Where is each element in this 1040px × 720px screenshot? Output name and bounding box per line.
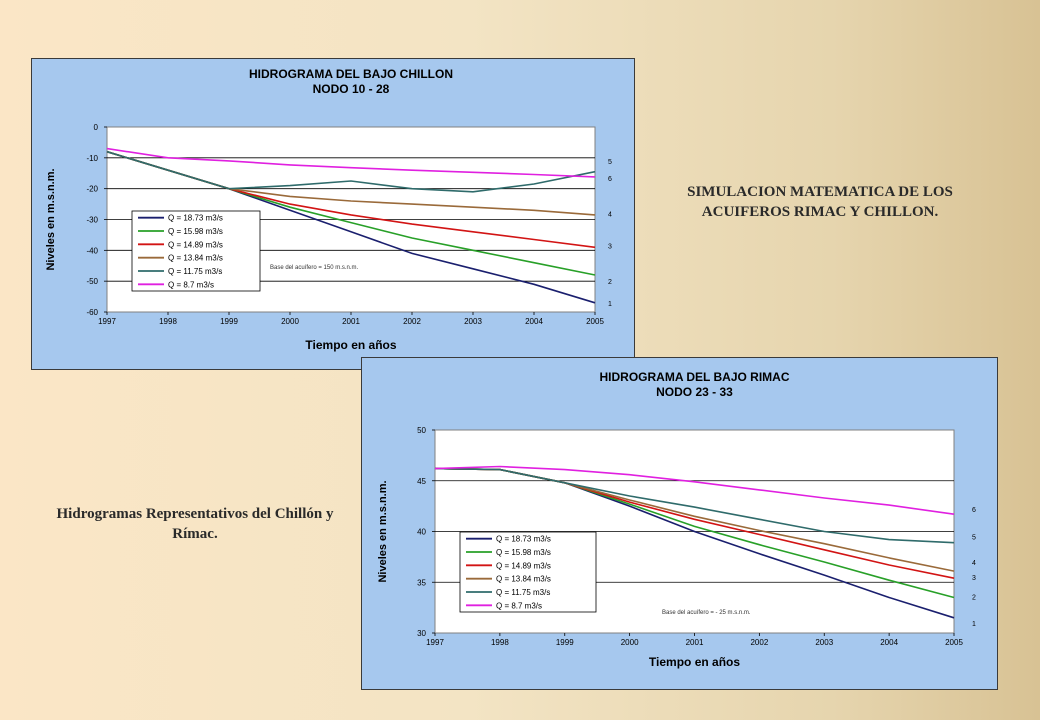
series-line-6 <box>434 465 955 515</box>
y-axis-label: Niveles en m.s.n.m. <box>377 480 389 582</box>
curve-number-label: 3 <box>608 244 612 251</box>
x-tick-label: 2003 <box>464 317 482 326</box>
legend-label: Q = 11.75 m3/s <box>168 267 222 276</box>
chart-panel-rimac: HIDROGRAMA DEL BAJO RIMAC NODO 23 - 33 50 4… <box>361 357 998 690</box>
y-tick-label: 45 <box>417 477 426 486</box>
curve-number-label: 2 <box>608 279 612 286</box>
curve-number-label: 3 <box>972 575 976 582</box>
x-tick-label: 1997 <box>98 317 116 326</box>
legend-label: Q = 15.98 m3/s <box>496 548 551 557</box>
y-tick-label: -60 <box>86 308 98 317</box>
x-tick-label: 2001 <box>342 317 360 326</box>
series-line-5 <box>106 150 596 193</box>
curve-number-label: 4 <box>608 211 612 218</box>
y-tick-label: 35 <box>417 578 426 587</box>
x-tick-label: 1998 <box>491 638 509 647</box>
x-tick-label: 1999 <box>556 638 574 647</box>
y-tick-label: 40 <box>417 528 426 537</box>
y-tick-label: 0 <box>94 123 99 132</box>
curve-number-label: 1 <box>972 621 976 628</box>
x-tick-label: 2000 <box>621 638 639 647</box>
chart-title: HIDROGRAMA DEL BAJO RIMAC <box>599 370 789 384</box>
series-line-5 <box>434 467 955 544</box>
chart-panel-chillon: HIDROGRAMA DEL BAJO CHILLON NODO 10 - 28 0… <box>31 58 635 370</box>
legend-label: Q = 18.73 m3/s <box>168 214 223 223</box>
y-tick-label: 30 <box>417 629 426 638</box>
x-tick-label: 2000 <box>281 317 299 326</box>
x-tick-label: 1997 <box>426 638 444 647</box>
legend-label: Q = 15.98 m3/s <box>168 227 223 236</box>
chart-subtitle: NODO 10 - 28 <box>313 82 390 96</box>
x-tick-label: 2001 <box>686 638 704 647</box>
x-tick-label: 2004 <box>525 317 543 326</box>
aquifer-base-annotation: Base del acuífero = 150 m.s.n.m. <box>270 265 359 271</box>
x-axis-label: Tiempo en años <box>649 655 740 669</box>
y-tick-label: 50 <box>417 426 426 435</box>
x-tick-label: 1998 <box>159 317 177 326</box>
x-axis-label: Tiempo en años <box>305 338 396 352</box>
legend-box <box>459 531 597 613</box>
legend-label: Q = 14.89 m3/s <box>496 561 551 570</box>
legend-label: Q = 13.84 m3/s <box>496 575 551 584</box>
curve-number-label: 6 <box>608 176 612 183</box>
x-tick-label: 2002 <box>750 638 768 647</box>
legend-box <box>131 210 261 292</box>
y-tick-label: -30 <box>86 216 98 225</box>
curve-number-label: 5 <box>972 535 976 542</box>
x-tick-label: 2002 <box>403 317 421 326</box>
curve-number-label: 4 <box>972 560 976 567</box>
x-tick-label: 2005 <box>586 317 604 326</box>
figure-caption: Hidrogramas Representativos del Chillón … <box>56 506 334 542</box>
x-tick-label: 2004 <box>880 638 898 647</box>
curve-number-label: 6 <box>972 507 976 514</box>
legend-label: Q = 13.84 m3/s <box>168 254 223 263</box>
series-line-6 <box>106 147 596 178</box>
curve-number-label: 2 <box>972 594 976 601</box>
curve-number-label: 1 <box>608 301 612 308</box>
chart-title: HIDROGRAMA DEL BAJO CHILLON <box>249 67 453 81</box>
y-axis-label: Niveles en m.s.n.m. <box>45 168 57 270</box>
curve-number-label: 5 <box>608 159 612 166</box>
legend-label: Q = 8.7 m3/s <box>496 601 542 610</box>
x-tick-label: 2003 <box>815 638 833 647</box>
y-tick-label: -50 <box>86 277 98 286</box>
legend-label: Q = 14.89 m3/s <box>168 240 223 249</box>
y-tick-label: -10 <box>86 154 98 163</box>
legend-label: Q = 18.73 m3/s <box>496 535 551 544</box>
x-tick-label: 1999 <box>220 317 238 326</box>
legend-label: Q = 8.7 m3/s <box>168 280 214 289</box>
aquifer-base-annotation: Base del acuífero = - 25 m.s.n.m. <box>662 610 751 616</box>
simulation-title: SIMULACION MATEMATICA DE LOS ACUIFEROS R… <box>687 184 953 220</box>
y-tick-label: -40 <box>86 246 98 255</box>
legend-label: Q = 11.75 m3/s <box>496 588 550 597</box>
chart-subtitle: NODO 23 - 33 <box>656 385 733 399</box>
y-tick-label: -20 <box>86 185 98 194</box>
x-tick-label: 2005 <box>945 638 963 647</box>
